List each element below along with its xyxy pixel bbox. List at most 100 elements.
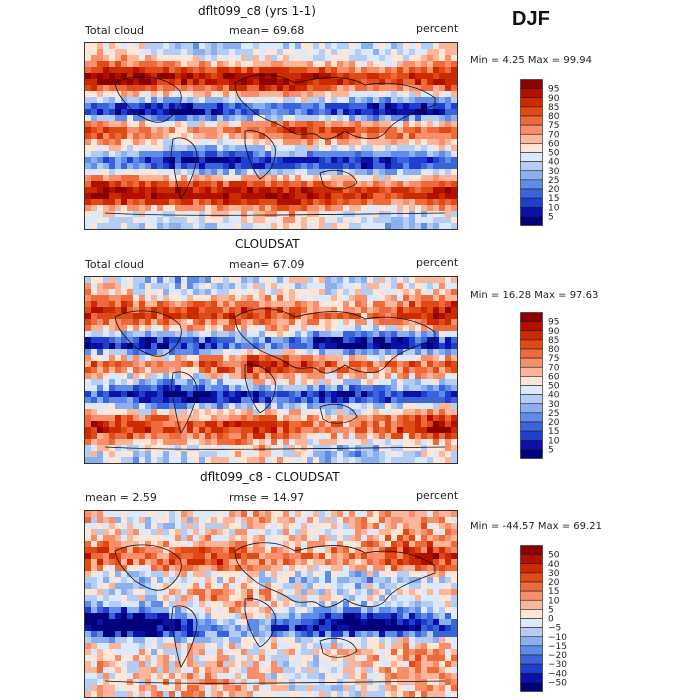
colorbar-swatch (520, 79, 543, 89)
colorbar-tick-label: 60 (548, 139, 560, 149)
colorbar-tick-label: −50 (548, 678, 567, 688)
colorbar-tick-label: 15 (548, 194, 559, 204)
colorbar-swatch (520, 599, 543, 610)
colorbar-swatch (520, 439, 543, 450)
colorbar-swatch (520, 88, 543, 99)
colorbar-swatch (520, 161, 543, 172)
colorbar-tick-label: 10 (548, 436, 560, 446)
colorbar-tick-label: 15 (548, 427, 559, 437)
map-field (85, 43, 457, 229)
colorbar-swatch (520, 106, 543, 117)
panel-title: dflt099_c8 (yrs 1-1) (198, 4, 316, 18)
colorbar-tick-label: 15 (548, 587, 559, 597)
colorbar-swatch (520, 143, 543, 153)
units-label: percent (416, 256, 459, 269)
coastline (319, 169, 358, 190)
colorbar-tick-label: 30 (548, 167, 560, 177)
coastline (244, 130, 276, 180)
colorbar-swatch (520, 449, 543, 459)
colorbar-swatch (520, 133, 543, 144)
mean-label: mean= 69.68 (229, 24, 305, 37)
colorbar-tick-label: 25 (548, 409, 559, 419)
variable-label: Total cloud (85, 258, 144, 271)
colorbar-tick-label: −20 (548, 651, 567, 661)
colorbar-tick-label: 30 (548, 569, 560, 579)
colorbar-swatch (520, 330, 543, 341)
colorbar-tick-label: 80 (548, 112, 560, 122)
colorbar-swatch (520, 627, 543, 638)
colorbar-tick-label: −5 (548, 624, 561, 634)
colorbar-tick-label: 5 (548, 445, 554, 455)
coastline (234, 542, 436, 608)
colorbar-tick-label: 75 (548, 354, 559, 364)
colorbar-swatch (520, 430, 543, 441)
colorbar-swatch (520, 636, 543, 647)
colorbar-tick-label: 40 (548, 158, 560, 168)
colorbar-swatch (520, 618, 543, 628)
coastline (319, 403, 358, 424)
colorbar-swatch (520, 197, 543, 208)
colorbar-tick-label: −30 (548, 660, 567, 670)
map-difference (84, 510, 458, 698)
colorbar-swatch (520, 590, 543, 601)
colorbar-swatch (520, 609, 543, 619)
colorbar-tick-label: 20 (548, 578, 560, 588)
coastline (319, 637, 358, 658)
colorbar-swatch (520, 339, 543, 350)
colorbar: 95 90 85 80 75 70 60 50 40 30 25 20 15 10 5 (520, 312, 600, 464)
colorbar-tick-label: −40 (548, 669, 567, 679)
colorbar-swatch (520, 357, 543, 368)
mean-label: mean= 67.09 (229, 258, 305, 271)
colorbar-tick-label: 50 (548, 382, 560, 392)
colorbar: 50 40 30 20 15 10 5 0 −5 −10 −15 −20 −30 −40 −50 (520, 545, 600, 697)
coastline (104, 680, 446, 684)
colorbar-swatch (520, 385, 543, 395)
minmax-label: Min = -44.57 Max = 69.21 (470, 521, 602, 532)
colorbar-swatch (520, 312, 543, 322)
colorbar-swatch (520, 152, 543, 162)
colorbar-swatch (520, 663, 543, 674)
colorbar-swatch (520, 206, 543, 217)
colorbar-swatch (520, 366, 543, 377)
colorbar-tick-label: 30 (548, 400, 560, 410)
colorbar-tick-label: 90 (548, 327, 560, 337)
colorbar-swatch (520, 554, 543, 565)
coastline (170, 371, 198, 434)
colorbar-tick-label: 5 (548, 212, 554, 222)
colorbar-swatch (520, 403, 543, 414)
colorbar-swatch (520, 188, 543, 199)
colorbar-tick-label: 75 (548, 121, 559, 131)
coastline (244, 598, 276, 648)
coastline (234, 308, 436, 374)
colorbar-tick-label: 5 (548, 605, 554, 615)
colorbar: 95 90 85 80 75 70 60 50 40 30 25 20 15 10 5 (520, 79, 600, 231)
panel-title: dflt099_c8 - CLOUDSAT (200, 470, 340, 484)
rmse-label: rmse = 14.97 (229, 491, 305, 504)
colorbar-tick-label: 80 (548, 345, 560, 355)
minmax-label: Min = 16.28 Max = 97.63 (470, 290, 599, 301)
colorbar-swatch (520, 672, 543, 683)
colorbar-swatch (520, 421, 543, 432)
season-label: DJF (512, 8, 550, 30)
colorbar-tick-label: 25 (548, 176, 559, 186)
mean-label: mean = 2.59 (85, 491, 157, 504)
coastline (104, 212, 446, 216)
map-field (85, 277, 457, 463)
colorbar-tick-label: 10 (548, 203, 560, 213)
colorbar-swatch (520, 412, 543, 423)
map-cloudsat (84, 276, 458, 464)
coastline (170, 137, 198, 200)
colorbar-swatch (520, 376, 543, 386)
units-label: percent (416, 22, 459, 35)
colorbar-swatch (520, 348, 543, 359)
colorbar-tick-label: 60 (548, 372, 560, 382)
variable-label: Total cloud (85, 24, 144, 37)
coastline (114, 310, 182, 357)
coastline (170, 605, 198, 668)
colorbar-tick-label: 0 (548, 615, 554, 625)
colorbar-swatch (520, 216, 543, 226)
coastline (114, 76, 182, 123)
colorbar-tick-label: 10 (548, 596, 560, 606)
